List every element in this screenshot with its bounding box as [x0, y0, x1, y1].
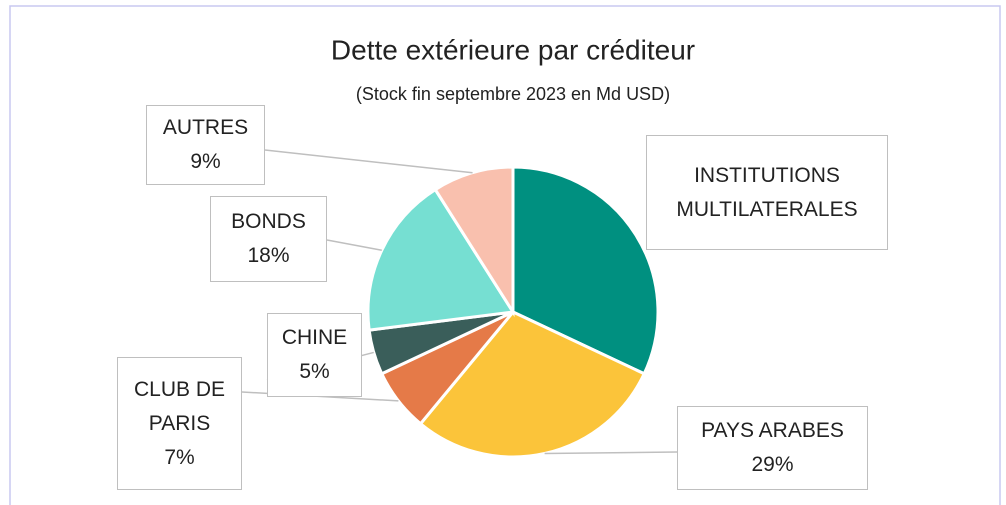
value-label: 29% — [751, 453, 794, 476]
pie-slice — [511, 165, 660, 376]
slice-label: AUTRES 9% — [146, 105, 265, 185]
pie-slice — [366, 187, 516, 332]
category-label: CHINE — [281, 326, 348, 349]
pie-slice — [433, 165, 515, 318]
category-label: BONDS — [231, 210, 306, 233]
value-label: 9% — [190, 150, 221, 173]
slice-label: INSTITUTIONS MULTILATERALES — [646, 135, 888, 250]
pie-slice — [418, 310, 647, 459]
leader-line — [326, 239, 382, 251]
slice-label: PAYS ARABES 29% — [677, 406, 868, 490]
leader-line — [544, 451, 678, 455]
value-label: 5% — [299, 360, 330, 383]
category-label: AUTRES — [162, 116, 249, 139]
slice-label: CLUB DE PARIS 7% — [117, 357, 242, 490]
category-label: INSTITUTIONS MULTILATERALES — [676, 163, 858, 221]
value-label: 18% — [247, 244, 290, 267]
category-label: CLUB DE PARIS — [133, 377, 226, 435]
slice-label: BONDS 18% — [210, 196, 327, 282]
category-label: PAYS ARABES — [701, 419, 844, 442]
slice-label: CHINE 5% — [267, 313, 362, 397]
value-label: 7% — [164, 445, 195, 469]
chart-subtitle: (Stock fin septembre 2023 en Md USD) — [356, 84, 670, 104]
frame — [9, 5, 1001, 505]
leader-line — [264, 149, 473, 174]
chart-title: Dette extérieure par créditeur — [331, 34, 695, 65]
